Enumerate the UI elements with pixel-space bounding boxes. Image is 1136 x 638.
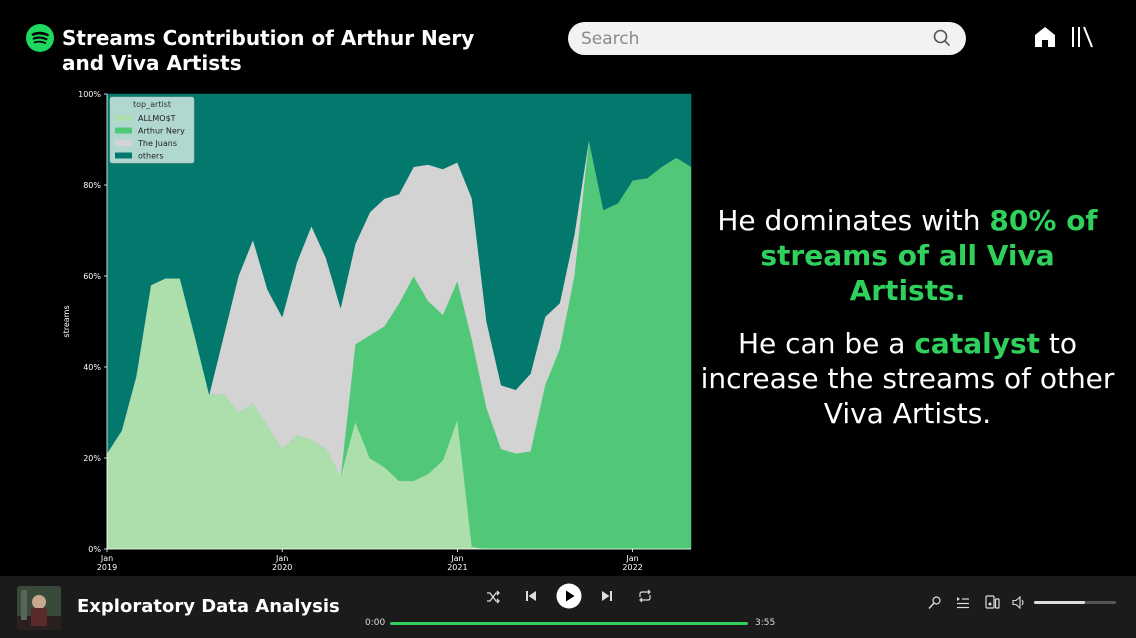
legend-box [109,96,195,164]
y-tick-label: 60% [83,272,101,281]
library-icon[interactable] [1070,25,1096,49]
volume-icon[interactable] [1012,596,1026,609]
page-title: Streams Contribution of Arthur Nery and … [62,26,482,76]
message-dominance-text: He dominates with [717,204,990,237]
volume-slider[interactable] [1034,601,1116,604]
legend-swatch [115,115,132,121]
x-tick-label-year: 2019 [97,563,117,572]
message-catalyst: He can be a catalyst to increase the str… [700,326,1115,431]
time-elapsed: 0:00 [365,618,386,628]
y-tick-label: 0% [88,545,101,554]
legend-swatch [115,152,132,159]
message-catalyst-highlight: catalyst [914,327,1040,360]
y-tick-label: 20% [83,454,101,463]
y-tick-label: 80% [83,181,101,190]
repeat-icon[interactable] [638,589,652,603]
message-catalyst-post: to increase the streams of other Viva Ar… [700,327,1115,430]
x-tick-label-month: Jan [625,554,638,563]
shuffle-icon[interactable] [486,590,500,604]
y-axis-label: streams [62,305,71,337]
search-icon[interactable] [932,28,952,48]
previous-icon[interactable] [525,590,537,602]
page-title-line1: Streams Contribution of Arthur Nery [62,26,475,50]
home-icon[interactable] [1033,25,1057,49]
connect-device-icon[interactable] [985,595,1000,609]
album-art-image [17,586,61,630]
search-placeholder: Search [581,29,640,49]
x-tick-label-year: 2021 [447,563,467,572]
time-total: 3:55 [755,618,776,628]
legend-item-label: others [138,152,163,161]
x-tick-label-year: 2022 [622,563,642,572]
play-button[interactable] [556,583,582,609]
progress-bar[interactable] [390,622,748,625]
message-dominance: He dominates with 80% of streams of all … [700,203,1115,308]
chart-svg: 0%20%40%60%80%100%Jan2019Jan2020Jan2021J… [62,90,692,572]
legend-swatch [115,140,132,146]
legend-item-label: The Juans [137,139,177,148]
message-dominance-highlight: 80% of streams of all Viva Artists. [760,204,1098,307]
microphone-icon[interactable] [928,596,941,610]
search-bar[interactable]: Search [568,22,966,55]
x-tick-label-month: Jan [275,554,288,563]
legend-item-label: Arthur Nery [138,127,185,136]
message-catalyst-pre: He can be a [737,327,915,360]
legend-title: top_artist [133,100,171,109]
y-tick-label: 40% [83,363,101,372]
x-tick-label-month: Jan [450,554,463,563]
page-title-line2: and Viva Artists [62,51,242,75]
spotify-logo-icon [26,24,54,52]
x-tick-label-month: Jan [100,554,113,563]
legend-item-label: ALLMO$T [138,114,176,123]
area-others [106,93,692,455]
album-art[interactable] [17,586,61,630]
stacked-area-chart: 0% 20% 40% 60% 80% 100% Jan 2019 Jan 2020 Jan 2021 J… [55,86,705,576]
next-icon[interactable] [601,590,613,602]
x-tick-label-year: 2020 [272,563,292,572]
player-bar: Exploratory Data Analysis 0:00 3:55 [0,576,1136,638]
track-title[interactable]: Exploratory Data Analysis [77,596,340,617]
y-tick-label: 100% [78,90,101,99]
queue-icon[interactable] [956,596,970,609]
volume-level [1034,601,1085,604]
legend-swatch [115,127,132,134]
